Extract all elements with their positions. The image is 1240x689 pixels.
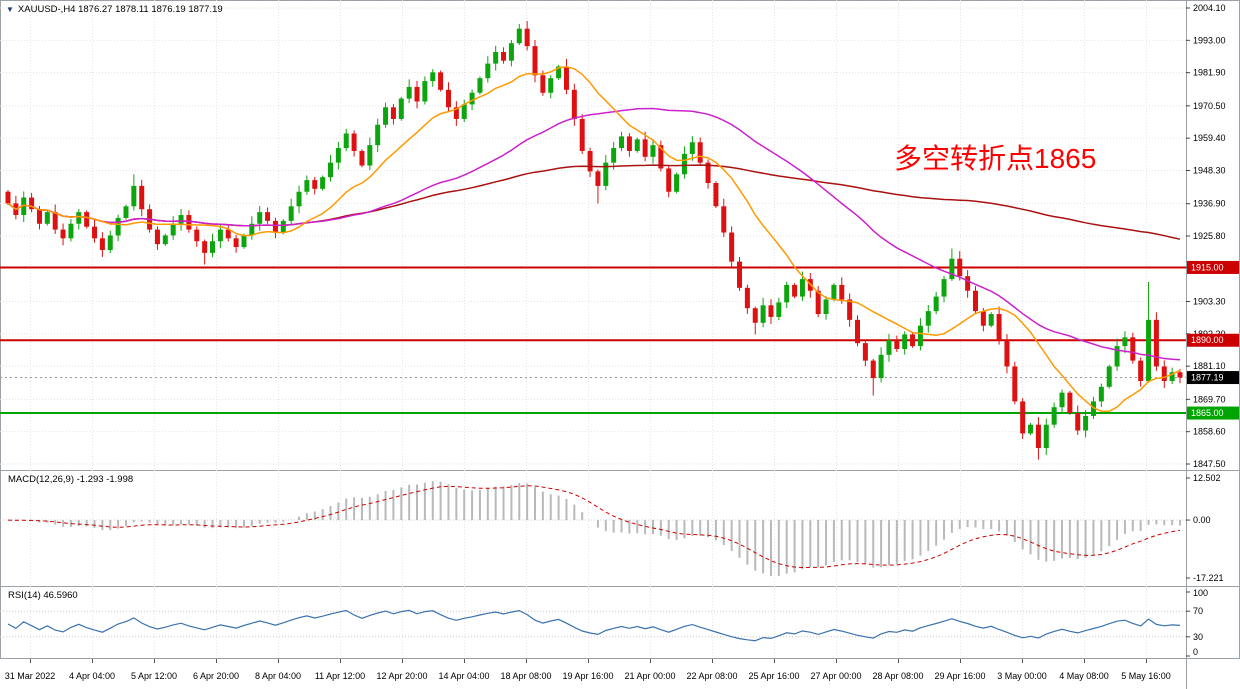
price-badge-1915.00: 1915.00 bbox=[1187, 260, 1239, 274]
main-chart-pane[interactable]: 2004.10 1993.00 1981.90 1970.50 1959.40 1948.… bbox=[0, 0, 1240, 470]
time-axis-label: 29 Apr 16:00 bbox=[934, 671, 986, 681]
ma-fast-line bbox=[7, 66, 1181, 413]
price-axis-label: 1847.50 bbox=[1193, 459, 1226, 469]
price-badge-1890.00: 1890.00 bbox=[1187, 333, 1239, 347]
macd-label: MACD(12,26,9) -1.293 -1.998 bbox=[8, 474, 134, 485]
time-axis-label: 11 Apr 12:00 bbox=[314, 671, 366, 681]
time-axis-label: 14 Apr 04:00 bbox=[438, 671, 490, 681]
ma-mid-line bbox=[7, 107, 1181, 361]
time-tick bbox=[1146, 659, 1147, 663]
time-tick bbox=[650, 659, 651, 663]
time-tick bbox=[960, 659, 961, 663]
main-chart-svg[interactable]: 2004.10 1993.00 1981.90 1970.50 1959.40 1948.… bbox=[0, 0, 1240, 470]
macd-axis: 12.502 0.00 -17.221 bbox=[1186, 470, 1224, 586]
time-axis-label: 19 Apr 16:00 bbox=[562, 671, 614, 681]
macd-indicator-svg[interactable]: 12.502 0.00 -17.221 bbox=[0, 470, 1240, 586]
time-tick bbox=[278, 659, 279, 663]
macd-pane[interactable]: 12.502 0.00 -17.221 MACD(12,26,9) -1.293 -… bbox=[0, 470, 1240, 586]
time-tick bbox=[402, 659, 403, 663]
price-axis-label: 1959.40 bbox=[1193, 133, 1226, 143]
price-badge-1865.00: 1865.00 bbox=[1187, 406, 1239, 420]
time-axis-label: 5 Apr 12:00 bbox=[130, 671, 178, 681]
macd-vertical-grid bbox=[30, 470, 1147, 586]
time-tick bbox=[588, 659, 589, 663]
price-axis-label: 1981.90 bbox=[1193, 68, 1226, 78]
rsi-label: RSI(14) 46.5960 bbox=[8, 590, 78, 601]
symbol-quote-label: XAUUSD-,H4 1876.27 1878.11 1876.19 1877.… bbox=[17, 4, 223, 15]
time-axis-label: 8 Apr 04:00 bbox=[254, 671, 302, 681]
rsi-axis-label: 100 bbox=[1193, 588, 1208, 598]
price-axis-label: 1970.50 bbox=[1193, 101, 1226, 111]
time-axis-label: 31 Mar 2022 bbox=[4, 671, 56, 681]
time-axis[interactable]: 31 Mar 2022 4 Apr 04:00 5 Apr 12:00 6 Apr 2… bbox=[0, 658, 1240, 689]
rsi-line bbox=[7, 609, 1181, 642]
time-axis-label: 6 Apr 20:00 bbox=[192, 671, 240, 681]
chart-annotation: 多空转折点1865 bbox=[894, 143, 1097, 174]
macd-axis-label: -17.221 bbox=[1193, 573, 1224, 583]
macd-axis-label: 12.502 bbox=[1193, 473, 1221, 483]
time-tick bbox=[526, 659, 527, 663]
time-tick bbox=[216, 659, 217, 663]
svg-text:1915.00: 1915.00 bbox=[1191, 262, 1224, 272]
time-axis-label: 25 Apr 16:00 bbox=[748, 671, 800, 681]
time-tick bbox=[1022, 659, 1023, 663]
candles-layer bbox=[5, 21, 1183, 460]
price-axis-label: 2004.10 bbox=[1193, 3, 1226, 13]
time-tick bbox=[836, 659, 837, 663]
time-axis-label: 12 Apr 20:00 bbox=[376, 671, 428, 681]
time-tick bbox=[154, 659, 155, 663]
time-axis-label: 27 Apr 00:00 bbox=[810, 671, 862, 681]
chart-title: ▼ XAUUSD-,H4 1876.27 1878.11 1876.19 187… bbox=[6, 4, 223, 15]
axis-corner-separator bbox=[1186, 659, 1187, 689]
price-axis-label: 1869.70 bbox=[1193, 394, 1226, 404]
symbol-triangle-icon: ▼ bbox=[6, 4, 14, 14]
rsi-axis-label: 0 bbox=[1193, 647, 1198, 657]
rsi-axis: 100 70 30 0 bbox=[1186, 586, 1208, 658]
price-axis-label: 1993.00 bbox=[1193, 35, 1226, 45]
svg-text:1865.00: 1865.00 bbox=[1191, 408, 1224, 418]
price-axis-label: 1925.80 bbox=[1193, 231, 1226, 241]
time-tick bbox=[464, 659, 465, 663]
time-tick bbox=[712, 659, 713, 663]
time-axis-label: 3 May 00:00 bbox=[997, 671, 1047, 681]
time-axis-label: 4 May 08:00 bbox=[1059, 671, 1109, 681]
time-tick bbox=[774, 659, 775, 663]
time-tick bbox=[898, 659, 899, 663]
time-tick bbox=[340, 659, 341, 663]
macd-signal-line bbox=[7, 485, 1181, 569]
time-axis-label: 5 May 16:00 bbox=[1121, 671, 1171, 681]
price-axis-label: 1948.30 bbox=[1193, 165, 1226, 175]
macd-axis-label: 0.00 bbox=[1193, 515, 1211, 525]
rsi-pane[interactable]: 100 70 30 0 RSI(14) 46.5960 bbox=[0, 586, 1240, 658]
rsi-vertical-grid bbox=[30, 586, 1147, 658]
time-tick bbox=[30, 659, 31, 663]
rsi-indicator-svg[interactable]: 100 70 30 0 bbox=[0, 586, 1240, 658]
rsi-axis-label: 70 bbox=[1193, 606, 1203, 616]
price-axis-label: 1881.10 bbox=[1193, 361, 1226, 371]
time-tick bbox=[92, 659, 93, 663]
time-axis-label: 28 Apr 08:00 bbox=[872, 671, 924, 681]
time-axis-label: 22 Apr 08:00 bbox=[686, 671, 738, 681]
macd-histogram bbox=[14, 481, 1181, 576]
svg-text:1877.19: 1877.19 bbox=[1191, 373, 1224, 383]
time-axis-label: 21 Apr 00:00 bbox=[624, 671, 676, 681]
price-axis-label: 1903.30 bbox=[1193, 297, 1226, 307]
time-axis-label: 4 Apr 04:00 bbox=[68, 671, 116, 681]
price-axis-label: 1858.60 bbox=[1193, 427, 1226, 437]
svg-text:1890.00: 1890.00 bbox=[1191, 335, 1224, 345]
time-tick bbox=[1084, 659, 1085, 663]
price-axis-label: 1936.90 bbox=[1193, 199, 1226, 209]
rsi-axis-label: 30 bbox=[1193, 632, 1203, 642]
time-axis-label: 18 Apr 08:00 bbox=[500, 671, 552, 681]
main-vertical-grid bbox=[0, 0, 1186, 470]
price-axis: 2004.10 1993.00 1981.90 1970.50 1959.40 1948.… bbox=[1186, 0, 1226, 470]
price-badge-1877.19: 1877.19 bbox=[1187, 371, 1239, 385]
